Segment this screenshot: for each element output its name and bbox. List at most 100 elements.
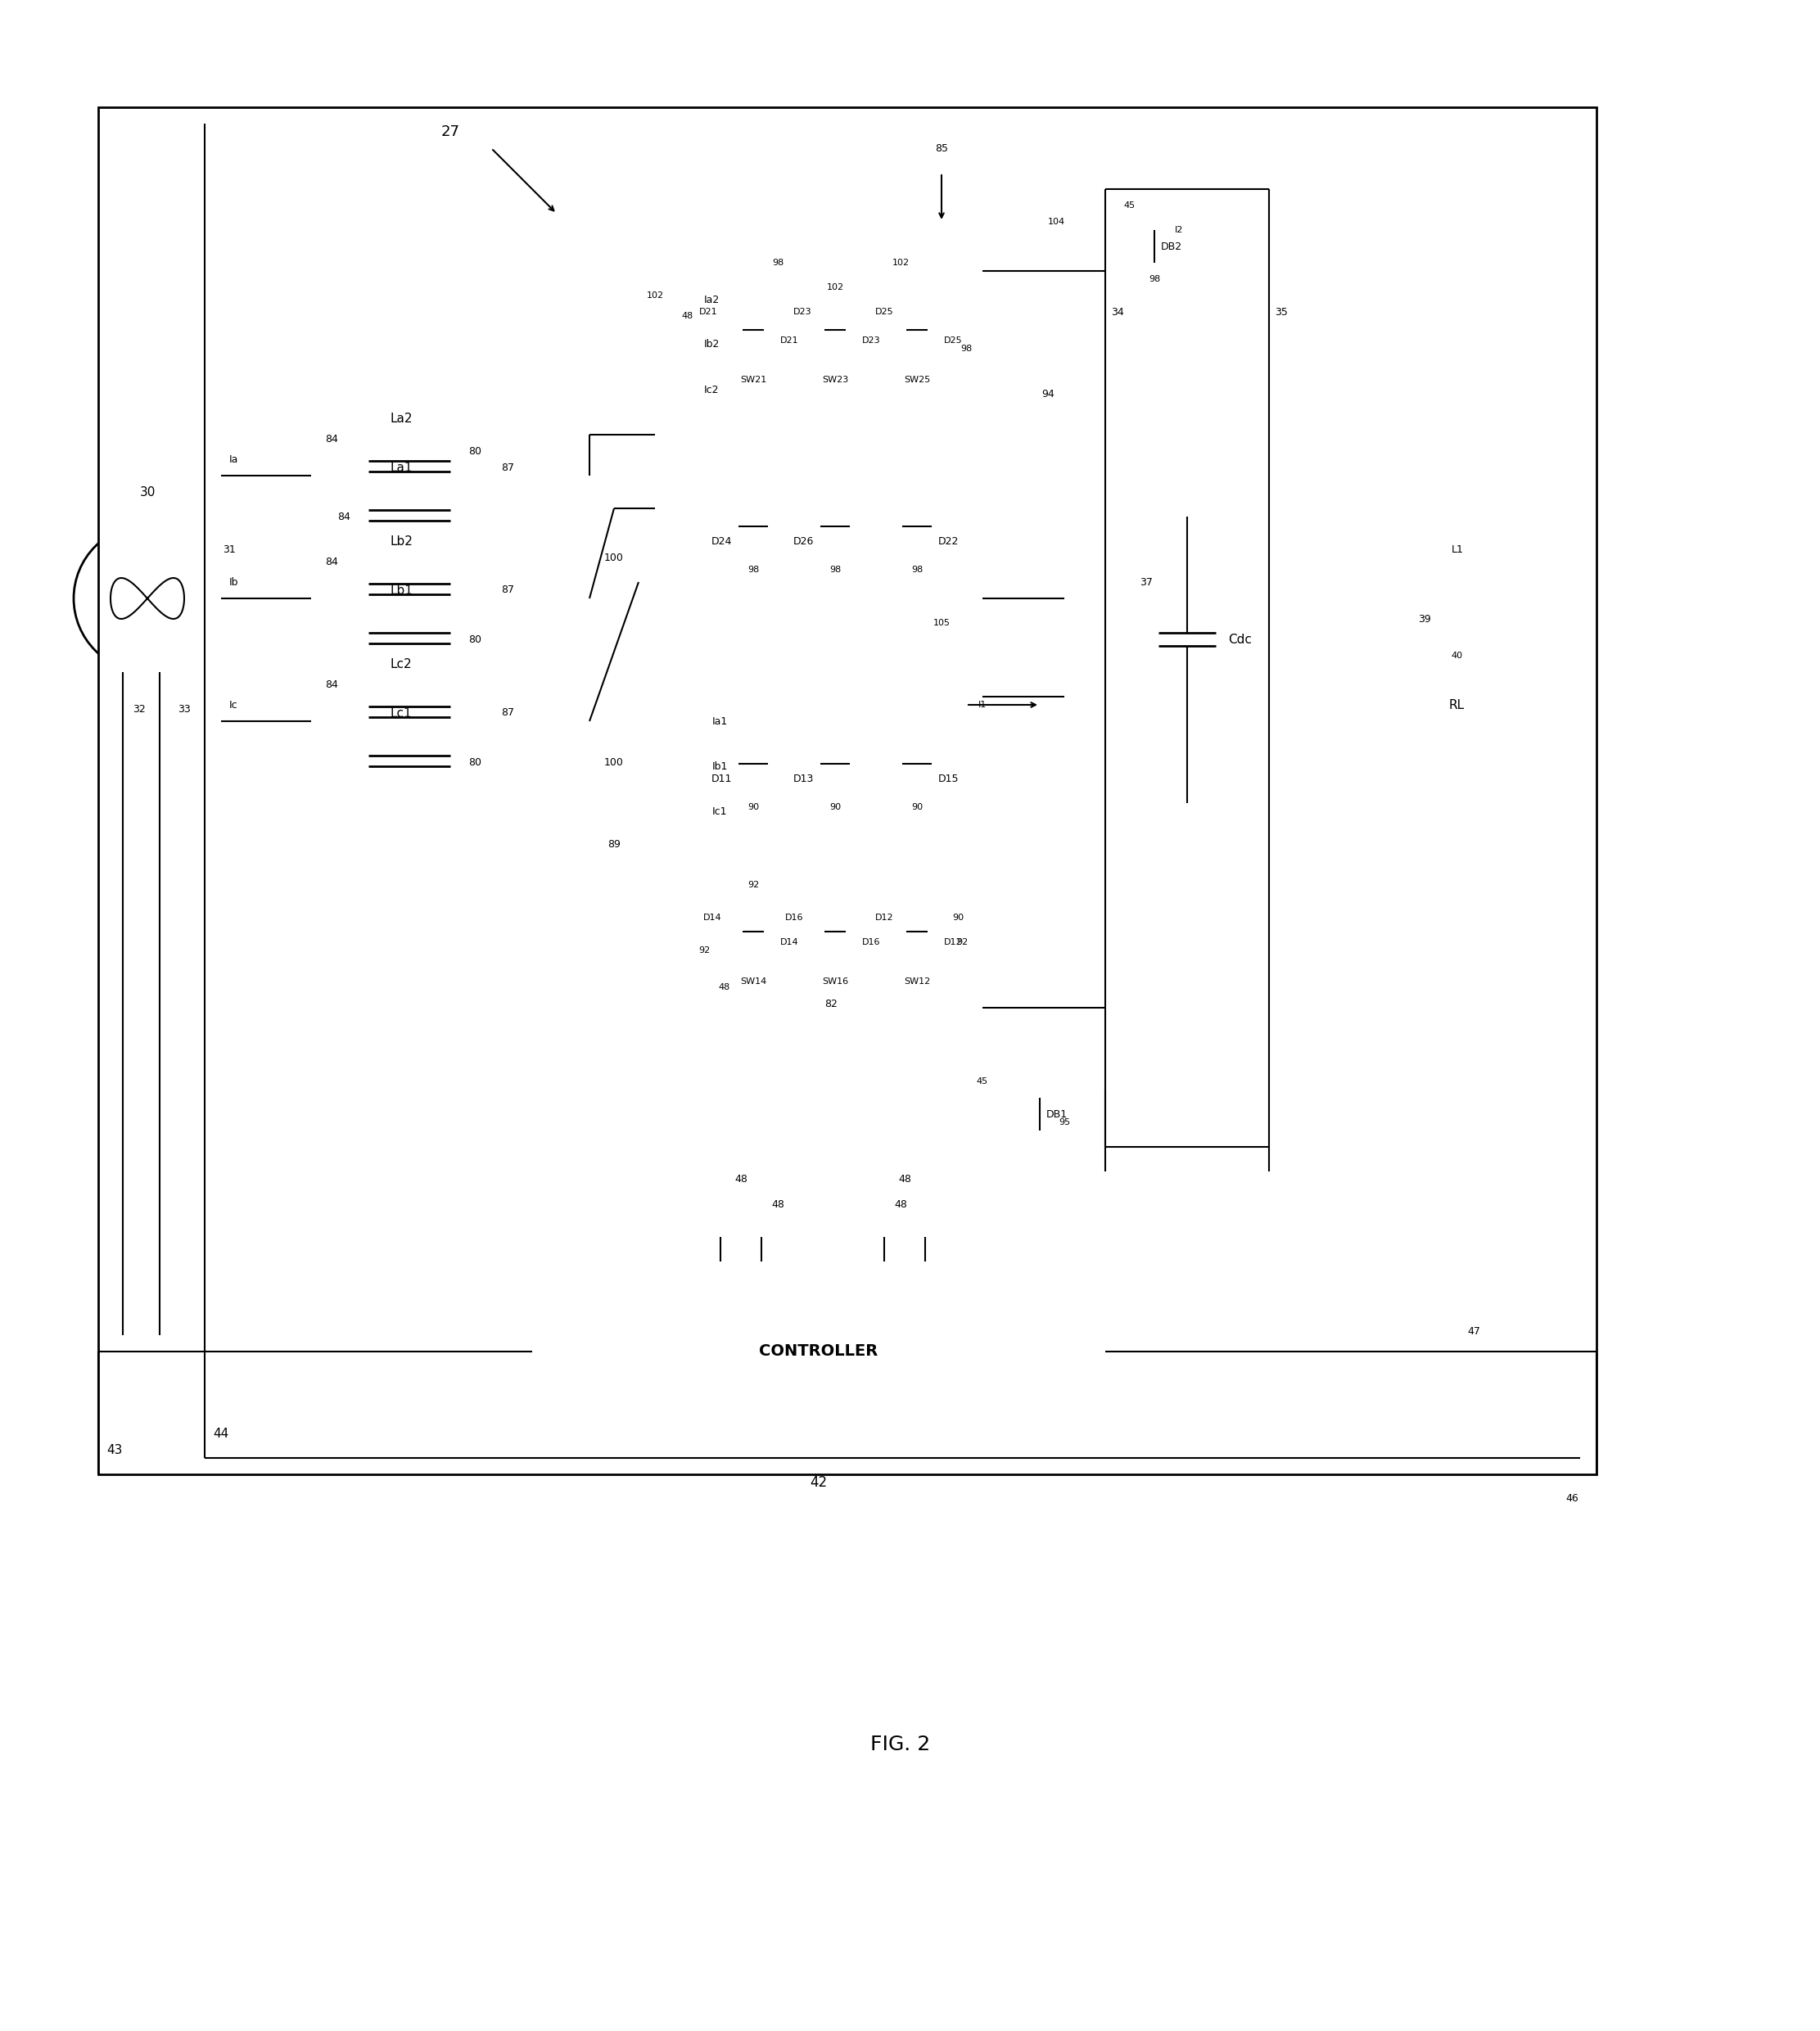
- Text: 104: 104: [1048, 217, 1065, 225]
- Text: 105: 105: [934, 619, 950, 628]
- Text: 85: 85: [935, 142, 948, 154]
- Polygon shape: [903, 526, 932, 556]
- Text: D26: D26: [794, 536, 814, 546]
- Text: I1: I1: [979, 701, 986, 709]
- Text: 30: 30: [140, 485, 155, 498]
- Text: SW14: SW14: [741, 977, 766, 985]
- Text: D13: D13: [794, 774, 814, 784]
- Text: 87: 87: [500, 707, 515, 719]
- Text: D12: D12: [943, 938, 963, 946]
- Text: 82: 82: [824, 999, 837, 1009]
- Text: D23: D23: [794, 309, 812, 317]
- Bar: [735, 319, 772, 364]
- Text: D14: D14: [703, 914, 721, 922]
- Text: 94: 94: [1041, 388, 1054, 398]
- Bar: [531, 1261, 1105, 1442]
- Text: La1: La1: [389, 461, 413, 473]
- Text: 92: 92: [748, 881, 759, 890]
- Text: 45: 45: [977, 1076, 988, 1085]
- Polygon shape: [743, 329, 764, 351]
- Text: 32: 32: [133, 703, 146, 715]
- Text: 48: 48: [735, 1174, 748, 1184]
- Polygon shape: [739, 764, 768, 794]
- Text: 98: 98: [830, 567, 841, 575]
- Text: 92: 92: [956, 938, 968, 946]
- Text: 80: 80: [468, 445, 482, 457]
- Bar: [817, 319, 854, 364]
- Text: 102: 102: [826, 282, 844, 290]
- Text: 34: 34: [1110, 307, 1125, 317]
- Text: 48: 48: [772, 1198, 784, 1210]
- Text: Lc2: Lc2: [389, 658, 411, 670]
- Text: Ic: Ic: [229, 699, 238, 711]
- Bar: [1423, 672, 1443, 737]
- Text: Ic2: Ic2: [704, 384, 719, 394]
- Text: 48: 48: [894, 1198, 906, 1210]
- Text: SW23: SW23: [823, 376, 848, 384]
- Text: 102: 102: [892, 258, 910, 266]
- Bar: [817, 920, 854, 965]
- Text: Ib: Ib: [229, 577, 238, 587]
- Text: 98: 98: [961, 345, 972, 353]
- Text: SW21: SW21: [741, 376, 766, 384]
- Text: 80: 80: [468, 634, 482, 644]
- Text: 102: 102: [646, 290, 664, 301]
- Polygon shape: [821, 764, 850, 794]
- Text: D21: D21: [699, 309, 717, 317]
- Text: SW25: SW25: [905, 376, 930, 384]
- Text: 98: 98: [748, 567, 759, 575]
- Text: 39: 39: [1418, 613, 1431, 624]
- Text: 42: 42: [810, 1475, 828, 1491]
- Text: 44: 44: [213, 1428, 229, 1440]
- Polygon shape: [906, 329, 928, 351]
- Text: Ib1: Ib1: [712, 762, 728, 772]
- Bar: [672, 697, 983, 1007]
- Text: 87: 87: [500, 585, 515, 595]
- Text: 43: 43: [107, 1444, 122, 1456]
- Text: 84: 84: [326, 433, 339, 445]
- Text: SW16: SW16: [823, 977, 848, 985]
- Text: D16: D16: [784, 914, 803, 922]
- Text: 98: 98: [1148, 274, 1159, 282]
- Text: 98: 98: [772, 258, 784, 266]
- Text: D14: D14: [779, 938, 799, 946]
- Bar: [672, 270, 983, 599]
- Text: 40: 40: [1452, 652, 1463, 660]
- Text: DB2: DB2: [1161, 242, 1183, 252]
- Text: D25: D25: [943, 337, 963, 345]
- Text: SW12: SW12: [905, 977, 930, 985]
- Text: 31: 31: [222, 544, 235, 554]
- Text: D23: D23: [861, 337, 881, 345]
- Text: 48: 48: [682, 313, 693, 321]
- Text: Ia2: Ia2: [704, 294, 721, 305]
- Text: Ic1: Ic1: [712, 806, 728, 816]
- Text: 92: 92: [699, 946, 710, 955]
- Text: D25: D25: [875, 309, 894, 317]
- Text: 87: 87: [500, 463, 515, 473]
- Text: Ia: Ia: [229, 453, 238, 465]
- Text: D15: D15: [939, 774, 959, 784]
- Polygon shape: [1121, 230, 1154, 262]
- Text: D22: D22: [939, 536, 959, 546]
- Polygon shape: [1006, 1099, 1039, 1131]
- Text: D16: D16: [861, 938, 881, 946]
- Text: D11: D11: [712, 774, 732, 784]
- Text: D21: D21: [779, 337, 799, 345]
- Text: 90: 90: [952, 914, 963, 922]
- Text: RL: RL: [1449, 699, 1465, 711]
- Text: 90: 90: [748, 802, 759, 810]
- Text: Lb2: Lb2: [389, 536, 413, 548]
- Text: 84: 84: [337, 512, 351, 522]
- Text: D24: D24: [712, 536, 732, 546]
- Text: 37: 37: [1139, 577, 1152, 587]
- Text: 33: 33: [178, 703, 191, 715]
- Text: I2: I2: [1174, 225, 1183, 234]
- Text: 84: 84: [326, 556, 339, 567]
- Bar: [899, 319, 935, 364]
- Text: 90: 90: [830, 802, 841, 810]
- Text: 47: 47: [1467, 1326, 1480, 1336]
- Text: 27: 27: [440, 124, 460, 140]
- Text: CONTROLLER: CONTROLLER: [759, 1345, 879, 1359]
- Text: 84: 84: [326, 678, 339, 691]
- Text: Ib2: Ib2: [704, 339, 721, 349]
